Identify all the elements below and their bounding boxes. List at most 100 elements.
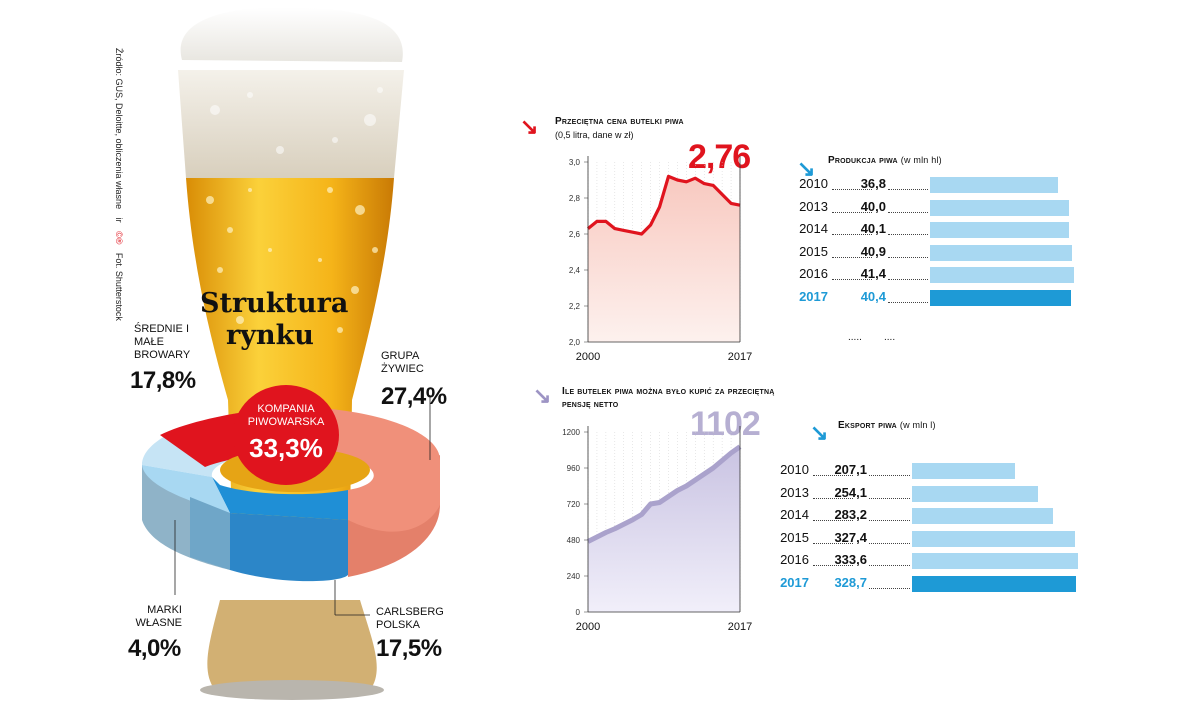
area-fill: [588, 446, 740, 612]
slice-carlsberg: [212, 477, 348, 520]
y-tick-label: 480: [567, 536, 581, 545]
y-tick-label: 1200: [562, 428, 580, 437]
export-year: 2014: [780, 507, 809, 522]
title-line2: rynku: [226, 320, 314, 351]
production-year: 2013: [799, 198, 828, 214]
production-title-text: Produkcja piwa: [828, 155, 898, 166]
production-leader: [888, 189, 928, 190]
y-tick-label: 2,6: [569, 230, 581, 239]
export-value: 207,1: [834, 462, 867, 477]
market-structure-title: Struktura rynku: [200, 288, 349, 352]
production-year: 2017: [799, 288, 828, 304]
value-carlsberg: 17,5%: [376, 635, 442, 662]
bottles-title: Ile butelek piwa można było kupić za prz…: [562, 386, 775, 410]
kompania-value: 33,3%: [249, 433, 323, 463]
y-tick-label: 0: [576, 608, 581, 617]
export-bar: [912, 575, 1076, 592]
export-leader: [869, 587, 910, 589]
export-value: 328,7: [834, 574, 867, 590]
bottles-line: [586, 444, 742, 544]
export-leader: [813, 542, 853, 544]
price-highlight: 2,76: [688, 138, 751, 176]
production-leader: [888, 301, 928, 303]
glass-upper: [178, 70, 404, 178]
label-srednie: ŚREDNIE I MAŁE BROWARY: [134, 323, 191, 361]
label-carlsberg: CARLSBERG POLSKA: [376, 606, 444, 631]
bottles-area-chart: 1200 960 720 480 240 0 2000 2017: [562, 426, 752, 633]
export-leader: [813, 497, 853, 499]
y-tick-label: 2,0: [569, 338, 581, 347]
arrow-down-icon: ↘: [520, 114, 539, 139]
x-tick-label: 2017: [728, 621, 752, 633]
y-tick-label: 2,4: [569, 266, 581, 275]
price-line-chart: 3,0 2,8 2,6 2,4 2,2 2,0 2000 2017: [569, 156, 752, 363]
value-srednie: 17,8%: [130, 367, 196, 394]
production-unit: (w mln hl): [900, 155, 942, 165]
export-year: 2010: [780, 462, 809, 477]
production-bar: [930, 199, 1070, 216]
export-leader: [869, 565, 910, 566]
arrow-down-icon-2: ↘: [533, 383, 552, 408]
export-bar: [912, 508, 1053, 524]
export-bar: [912, 485, 1039, 502]
y-tick-label: 3,0: [569, 158, 581, 167]
arrow-down-icon-4: ↘: [810, 420, 829, 445]
label-marki: MARKI WŁASNE: [135, 604, 182, 629]
glass-foot: [200, 680, 384, 700]
x-tick-label: 2017: [728, 351, 752, 363]
export-value: 327,4: [834, 529, 867, 545]
value-marki: 4,0%: [128, 635, 181, 662]
export-year: 2015: [780, 529, 809, 545]
export-title-text: Eksport piwa: [838, 420, 897, 431]
production-bar: [930, 244, 1073, 261]
production-value: 40,0: [860, 198, 886, 214]
export-leader: [869, 497, 910, 499]
area-fill: [588, 176, 740, 342]
export-unit: (w mln l): [899, 420, 936, 430]
production-value: 36,8: [860, 176, 886, 191]
production-ellipsis-2: ....: [884, 332, 896, 343]
production-value: 41,4: [860, 266, 886, 281]
export-year: 2013: [780, 484, 809, 500]
export-leader: [813, 475, 853, 476]
y-tick-label: 2,2: [569, 302, 581, 311]
bottles-highlight: 1102: [690, 405, 761, 443]
production-leader: [888, 279, 928, 280]
production-leader: [888, 211, 928, 213]
production-leader: [832, 189, 872, 190]
export-leader: [813, 565, 853, 566]
export-leader: [813, 520, 853, 521]
kompania-label: KOMPANIA PIWOWARSKA: [247, 403, 325, 428]
production-bar: [930, 222, 1070, 238]
production-leader: [832, 211, 872, 213]
export-leader: [869, 542, 910, 544]
production-leader: [888, 234, 928, 235]
export-year: 2016: [780, 552, 809, 567]
y-tick-label: 720: [567, 500, 581, 509]
arrow-down-icon-3: ↘: [797, 156, 816, 181]
export-year: 2017: [780, 574, 809, 590]
production-title: Produkcja piwa (w mln hl): [828, 155, 942, 166]
production-year: 2014: [799, 221, 828, 236]
slice-marki-wlasne: [190, 497, 230, 570]
export-value: 333,6: [834, 552, 867, 567]
x-tick-label: 2000: [576, 621, 600, 633]
export-leader: [869, 520, 910, 521]
production-leader: [888, 256, 928, 258]
production-bar: [930, 289, 1071, 306]
price-subtitle: (0,5 litra, dane w zł): [555, 130, 634, 140]
export-bar: [912, 463, 1016, 479]
production-year: 2016: [799, 266, 828, 281]
export-bar: [912, 553, 1078, 569]
slice-srednie-front: [142, 465, 230, 513]
production-value: 40,4: [860, 288, 886, 304]
label-zywiec: GRUPA ŻYWIEC: [381, 350, 424, 375]
title-line1: Struktura: [200, 288, 349, 319]
production-value: 40,9: [860, 243, 886, 259]
export-title: Eksport piwa (w mln l): [838, 420, 936, 431]
production-leader: [832, 256, 872, 258]
ring-side-carlsberg: [230, 513, 348, 582]
production-value: 40,1: [860, 221, 886, 236]
production-leader: [832, 279, 872, 280]
production-leader: [832, 234, 872, 235]
